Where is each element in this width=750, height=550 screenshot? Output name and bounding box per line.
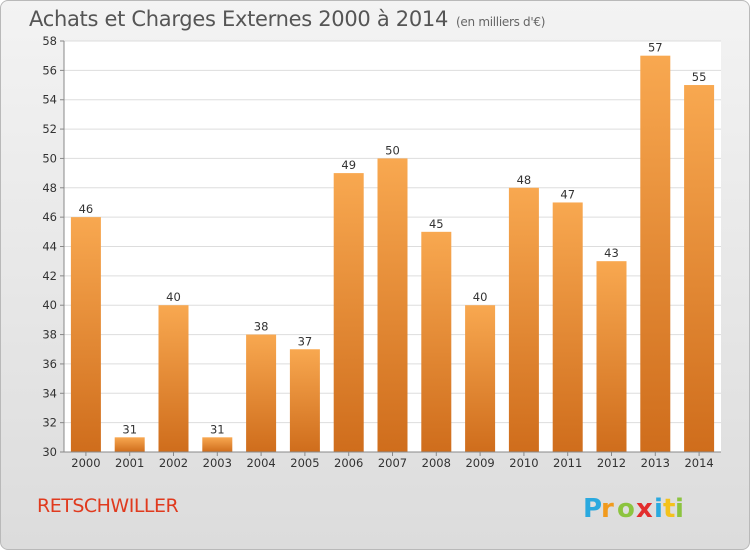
x-tick-label: 2006 xyxy=(334,456,363,470)
bar-value-label: 40 xyxy=(166,290,181,304)
bar-2005 xyxy=(289,349,320,452)
bar-value-label: 55 xyxy=(692,70,707,84)
y-tick-label: 58 xyxy=(42,34,57,48)
y-tick-label: 36 xyxy=(42,357,57,371)
x-tick-label: 2004 xyxy=(246,456,275,470)
logo-letter-t: t xyxy=(663,494,675,524)
y-tick-label: 30 xyxy=(42,445,57,459)
x-tick-label: 2008 xyxy=(422,456,451,470)
bar-value-label: 37 xyxy=(298,334,313,348)
bar-2012 xyxy=(596,261,627,452)
x-tick-label: 2003 xyxy=(203,456,232,470)
bar-2008 xyxy=(421,231,452,452)
bar-2011 xyxy=(552,202,583,452)
x-tick-label: 2007 xyxy=(378,456,407,470)
y-tick-label: 38 xyxy=(42,328,57,342)
bar-value-label: 49 xyxy=(341,158,356,172)
bar-2007 xyxy=(377,158,408,452)
logo-letter-r: r xyxy=(601,494,614,524)
bar-value-label: 46 xyxy=(79,202,94,216)
place-name: RETSCHWILLER xyxy=(37,495,179,517)
bar-2013 xyxy=(640,55,671,453)
bar-2000 xyxy=(70,217,101,452)
bar-value-label: 38 xyxy=(254,320,269,334)
chart-title: Achats et Charges Externes 2000 à 2014 (e… xyxy=(29,7,545,31)
bar-value-label: 47 xyxy=(560,187,575,201)
y-tick-label: 44 xyxy=(42,240,57,254)
logo-letter-p: P xyxy=(583,494,602,524)
logo-letter-i2: i xyxy=(675,494,684,524)
bar-2002 xyxy=(158,305,189,452)
y-tick-label: 40 xyxy=(42,298,57,312)
bar-value-label: 43 xyxy=(604,246,619,260)
bar-value-label: 40 xyxy=(473,290,488,304)
y-tick-label: 46 xyxy=(42,210,57,224)
bars xyxy=(70,55,715,453)
bar-value-label: 57 xyxy=(648,41,663,55)
x-tick-label: 2000 xyxy=(71,456,100,470)
proxiti-logo: P r o x i t i xyxy=(583,494,684,524)
x-tick-label: 2011 xyxy=(553,456,582,470)
bar-2006 xyxy=(333,173,364,452)
x-tick-label: 2010 xyxy=(509,456,538,470)
y-tick-label: 34 xyxy=(42,386,57,400)
x-tick-label: 2005 xyxy=(290,456,319,470)
bar-value-labels: 46 31 40 31 38 37 49 50 45 40 48 47 43 57 55 xyxy=(79,41,707,437)
x-axis-ticks: 2000 2001 2002 2003 2004 2005 2006 2007 2008 2009… xyxy=(71,452,714,470)
x-tick-label: 2014 xyxy=(684,456,713,470)
bar-value-label: 48 xyxy=(517,173,532,187)
logo-letter-i: i xyxy=(654,494,663,524)
logo-letter-x: x xyxy=(636,494,653,524)
x-tick-label: 2001 xyxy=(115,456,144,470)
chart-title-text: Achats et Charges Externes 2000 à 2014 xyxy=(29,7,449,31)
y-tick-label: 52 xyxy=(42,122,57,136)
bar-2010 xyxy=(508,187,539,453)
y-tick-label: 56 xyxy=(42,63,57,77)
chart-subtitle: (en milliers d'€) xyxy=(456,15,546,29)
bar-2003 xyxy=(202,437,233,452)
y-tick-label: 32 xyxy=(42,416,57,430)
bar-2001 xyxy=(114,437,145,452)
bar-value-label: 31 xyxy=(122,422,137,436)
bar-2004 xyxy=(246,334,277,452)
logo-letter-o: o xyxy=(617,494,635,524)
bar-value-label: 31 xyxy=(210,422,225,436)
bar-2009 xyxy=(465,305,496,452)
y-tick-label: 42 xyxy=(42,269,57,283)
x-tick-label: 2002 xyxy=(159,456,188,470)
y-tick-label: 48 xyxy=(42,181,57,195)
bar-2014 xyxy=(684,85,715,453)
x-tick-label: 2013 xyxy=(641,456,670,470)
bar-value-label: 45 xyxy=(429,217,444,231)
y-tick-label: 50 xyxy=(42,151,57,165)
x-tick-label: 2009 xyxy=(465,456,494,470)
x-tick-label: 2012 xyxy=(597,456,626,470)
y-tick-label: 54 xyxy=(42,93,57,107)
bar-value-label: 50 xyxy=(385,143,400,157)
y-axis-ticks: 30 32 34 36 38 40 42 44 46 48 50 52 54 56 58 xyxy=(42,34,64,459)
